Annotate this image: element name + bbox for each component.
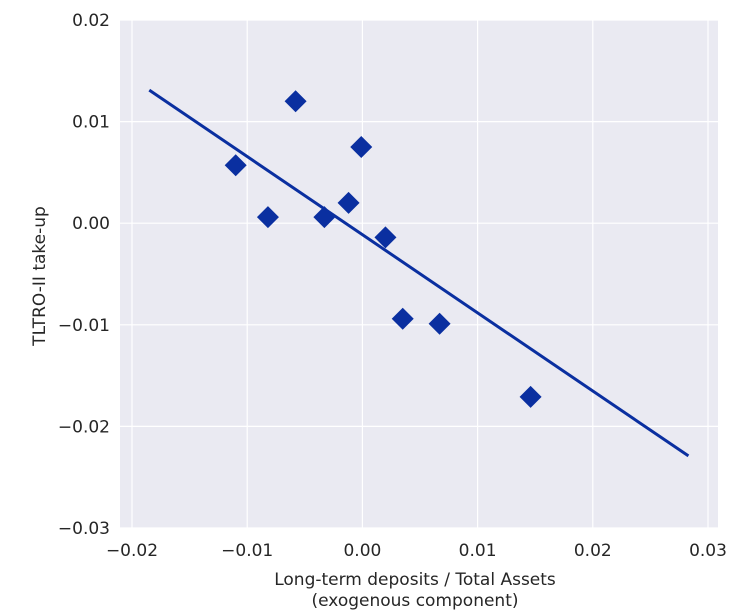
- data-point-0: [224, 154, 247, 177]
- y-tick-label-2: −0.01: [58, 316, 110, 336]
- data-point-6: [374, 226, 397, 249]
- grid-lines: [120, 19, 718, 529]
- data-point-9: [519, 385, 542, 408]
- x-tick-label-0: −0.02: [106, 541, 158, 561]
- x-axis-label-subtitle: (exogenous component): [312, 591, 519, 611]
- data-point-4: [337, 191, 360, 214]
- x-tick-labels: −0.02 −0.01 0.00 0.01 0.02 0.03: [106, 541, 727, 561]
- y-tick-label-5: 0.02: [72, 11, 110, 31]
- x-tick-label-5: 0.03: [689, 541, 727, 561]
- data-point-1: [284, 90, 307, 113]
- y-tick-label-1: −0.02: [58, 417, 110, 437]
- y-axis-label: TLTRO-II take-up: [30, 206, 50, 347]
- y-tick-label-4: 0.01: [72, 113, 110, 133]
- data-point-5: [350, 136, 373, 158]
- x-tick-label-4: 0.02: [574, 541, 612, 561]
- data-point-8: [428, 312, 451, 335]
- x-axis-label: Long-term deposits / Total Assets: [274, 570, 556, 590]
- regression-line-group: [148, 88, 690, 458]
- data-point-2: [256, 206, 279, 229]
- x-tick-label-3: 0.01: [459, 541, 497, 561]
- data-point-7: [391, 307, 414, 330]
- regression-line: [148, 88, 690, 458]
- y-tick-label-3: 0.00: [72, 214, 110, 234]
- data-point-3: [313, 206, 336, 229]
- data-points: [224, 90, 542, 408]
- y-tick-labels: −0.03 −0.02 −0.01 0.00 0.01 0.02: [58, 11, 110, 539]
- x-tick-label-1: −0.01: [221, 541, 273, 561]
- x-tick-label-2: 0.00: [343, 541, 381, 561]
- y-tick-label-0: −0.03: [58, 519, 110, 539]
